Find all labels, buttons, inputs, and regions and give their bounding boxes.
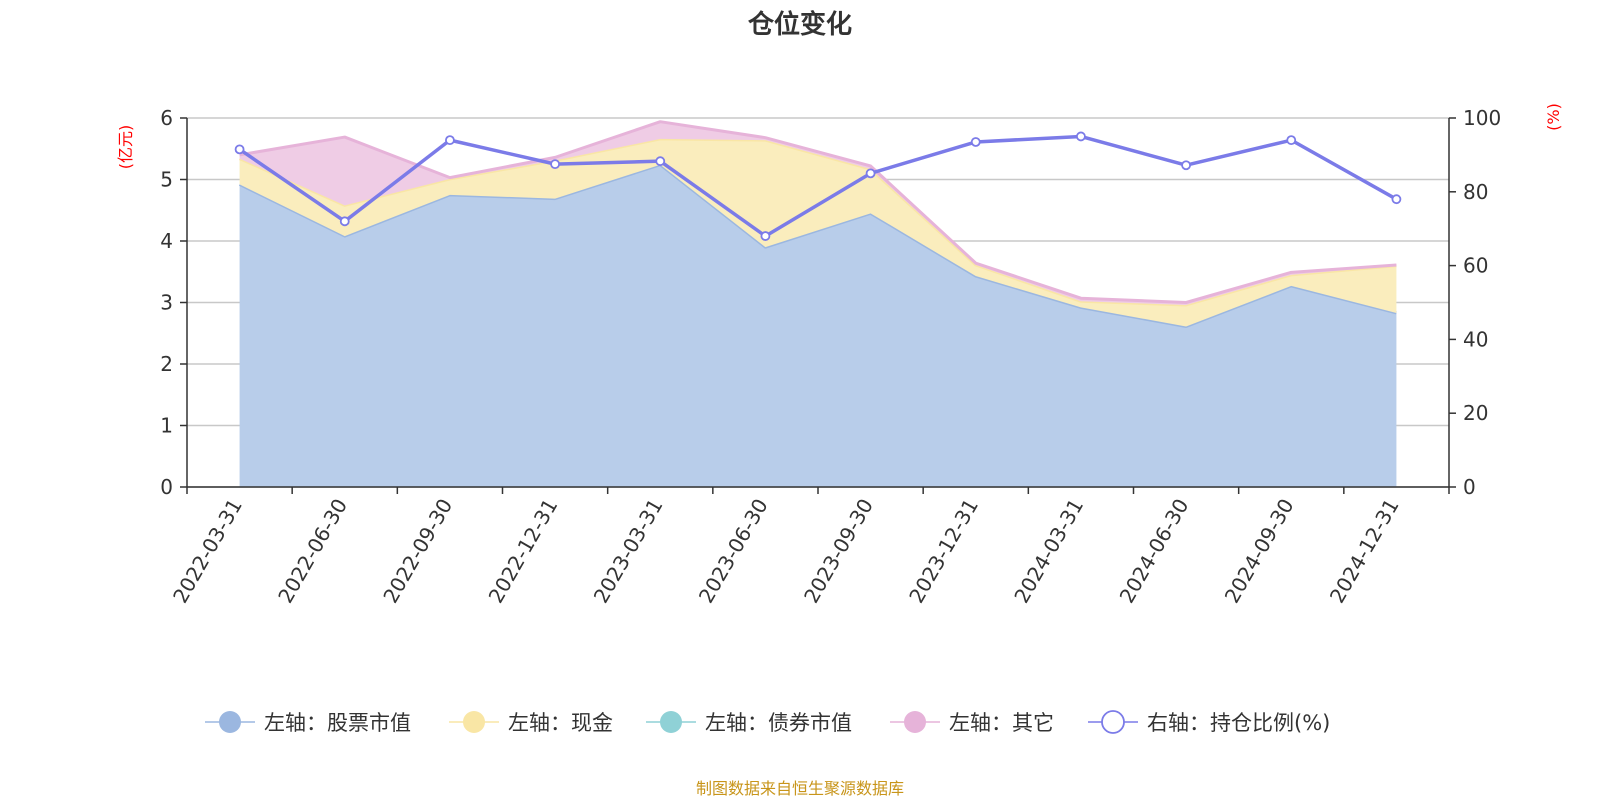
line-series-layer bbox=[234, 131, 1402, 241]
line-point bbox=[550, 159, 560, 170]
line-point bbox=[760, 231, 771, 241]
left-axis-tick-label: 2 bbox=[160, 352, 173, 376]
line-point bbox=[1076, 131, 1086, 142]
line-point bbox=[234, 144, 245, 155]
left-axis-tick-label: 6 bbox=[160, 106, 173, 130]
x-axis-tick-label: 2024-12-31 bbox=[1325, 495, 1404, 608]
left-axis-tick-label: 5 bbox=[160, 168, 173, 192]
left-axis-tick-label: 3 bbox=[160, 291, 173, 315]
legend-swatch-marker bbox=[1101, 710, 1125, 734]
legend: 左轴：股票市值 左轴：现金 左轴：债券市值 左轴：其它 右轴：持仓比例(%) bbox=[205, 710, 1330, 735]
legend-item: 左轴：现金 bbox=[449, 711, 613, 735]
line-point bbox=[655, 156, 666, 167]
legend-label: 左轴：现金 bbox=[508, 711, 613, 735]
legend-item: 左轴：股票市值 bbox=[205, 711, 411, 735]
right-axis-tick-label: 100 bbox=[1463, 106, 1501, 130]
legend-item: 右轴：持仓比例(%) bbox=[1088, 710, 1330, 735]
x-axis-tick-label: 2022-12-31 bbox=[484, 495, 563, 608]
x-axis-tick-label: 2024-03-31 bbox=[1009, 495, 1088, 608]
x-axis-tick-label: 2023-03-31 bbox=[589, 495, 668, 608]
x-axis-tick-label: 2022-09-30 bbox=[378, 495, 457, 608]
chart-title: 仓位变化 bbox=[747, 9, 852, 40]
right-axis-tick-label: 40 bbox=[1463, 327, 1488, 351]
area-series-layer bbox=[238, 120, 1397, 488]
line-point bbox=[1286, 135, 1297, 146]
line-point bbox=[1391, 194, 1402, 205]
left-axis-unit: (亿元) bbox=[116, 125, 135, 170]
line-point bbox=[1181, 160, 1191, 171]
legend-label: 左轴：股票市值 bbox=[264, 711, 411, 735]
legend-label: 右轴：持仓比例(%) bbox=[1147, 711, 1330, 735]
left-axis-tick-label: 0 bbox=[160, 475, 173, 499]
left-axis-tick-label: 1 bbox=[160, 414, 173, 438]
line-series bbox=[238, 134, 1398, 238]
legend-label: 左轴：债券市值 bbox=[705, 711, 852, 735]
x-axis-tick-label: 2023-12-31 bbox=[904, 495, 983, 608]
legend-item: 左轴：其它 bbox=[890, 711, 1054, 735]
right-axis-tick-label: 0 bbox=[1463, 475, 1476, 499]
x-axis-tick-label: 2023-06-30 bbox=[694, 495, 773, 608]
source-note: 制图数据来自恒生聚源数据库 bbox=[696, 779, 904, 798]
x-axis-tick-label: 2022-03-31 bbox=[168, 495, 247, 608]
legend-item: 左轴：债券市值 bbox=[646, 711, 852, 735]
legend-swatch-marker bbox=[463, 711, 485, 733]
x-axis-tick-label: 2024-09-30 bbox=[1220, 495, 1299, 608]
right-axis-unit: (%) bbox=[1544, 103, 1563, 131]
area-edge-左轴：其它 bbox=[239, 120, 1397, 304]
line-point bbox=[445, 135, 455, 146]
legend-swatch-marker bbox=[660, 711, 682, 733]
x-axis-tick-label: 2024-06-30 bbox=[1115, 495, 1194, 608]
area-左轴：股票市值 bbox=[239, 164, 1397, 488]
right-axis-tick-label: 80 bbox=[1463, 180, 1488, 204]
line-point bbox=[865, 168, 876, 179]
right-axis-tick-label: 60 bbox=[1463, 254, 1488, 278]
right-axis-tick-label: 20 bbox=[1463, 401, 1488, 425]
legend-swatch-marker bbox=[904, 711, 926, 733]
legend-label: 左轴：其它 bbox=[949, 711, 1054, 735]
x-axis-tick-label: 2023-09-30 bbox=[799, 495, 878, 608]
line-point bbox=[970, 137, 981, 147]
line-point bbox=[339, 216, 350, 227]
area-左轴：现金 bbox=[239, 138, 1397, 327]
legend-swatch-marker bbox=[219, 711, 241, 733]
x-axis-tick-label: 2022-06-30 bbox=[273, 495, 352, 608]
left-axis-tick-label: 4 bbox=[160, 229, 173, 253]
